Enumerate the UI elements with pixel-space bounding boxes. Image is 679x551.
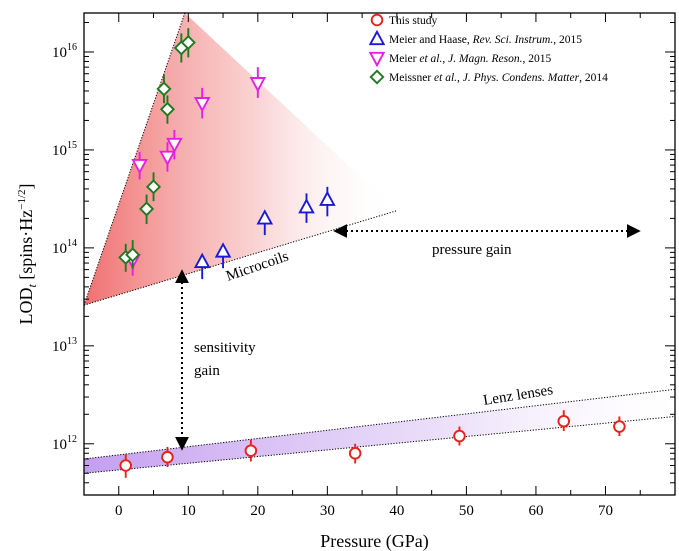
data-point	[159, 150, 176, 167]
data-point	[166, 137, 183, 154]
data-point	[249, 77, 267, 93]
data-point	[214, 242, 232, 258]
x-tick-label: 60	[528, 503, 543, 519]
data-point	[156, 81, 172, 97]
x-tick-label: 10	[181, 503, 196, 519]
marks-layer	[118, 28, 626, 478]
legend: This study Meier and Haase, Rev. Sci. Ins…	[368, 13, 608, 85]
x-axis-label: Pressure (GPa)	[320, 531, 428, 551]
data-point	[557, 414, 571, 428]
y-tick-label: 1013	[52, 336, 77, 355]
data-point	[139, 201, 155, 217]
lenz-lenses-region	[84, 389, 675, 474]
data-point	[131, 158, 148, 175]
series-3	[118, 28, 196, 272]
sensitivity-gain-label-line1: sensitivity	[194, 340, 256, 356]
series-1	[193, 186, 336, 280]
data-point	[159, 101, 175, 117]
x-tick-label: 40	[389, 503, 404, 519]
legend-entry-0: This study	[370, 13, 437, 27]
data-point	[453, 429, 466, 443]
data-point	[180, 34, 196, 51]
data-point	[256, 209, 274, 225]
data-point	[193, 252, 211, 269]
x-tick-label: 50	[459, 503, 474, 519]
plot-frame	[83, 12, 676, 496]
y-axis-label: LODt [spins·Hz−1/2]	[16, 183, 39, 324]
legend-marker	[368, 29, 386, 46]
legend-entry-3: Meissner et al., J. Phys. Condens. Matte…	[369, 69, 608, 85]
x-tick-label: 0	[115, 503, 123, 519]
x-tick-label: 30	[320, 503, 335, 519]
legend-entry-1: Meier and Haase, Rev. Sci. Instrum., 201…	[368, 29, 582, 46]
legend-label: Meier and Haase, Rev. Sci. Instrum., 201…	[389, 34, 582, 46]
data-point	[319, 190, 336, 206]
data-point	[119, 459, 132, 472]
y-tick-label: 1016	[52, 42, 77, 61]
data-point	[161, 450, 174, 464]
y-tick-label: 1012	[52, 434, 77, 453]
pressure-gain-label: pressure gain	[432, 242, 512, 258]
x-tick-label: 20	[250, 503, 265, 519]
data-point	[244, 444, 258, 457]
data-point	[613, 420, 626, 433]
legend-label: This study	[389, 15, 437, 27]
data-point	[298, 198, 315, 214]
data-point	[145, 179, 162, 195]
y-tick-label: 1014	[52, 238, 77, 257]
axes-layer: 0 10 20 30 40 50 60 70 1012 1013 1014 1015 1016 Press…	[16, 12, 676, 551]
x-tick-label: 70	[598, 503, 613, 519]
data-point	[348, 447, 362, 460]
legend-marker	[368, 51, 386, 68]
data-point	[193, 97, 211, 113]
legend-label: Meissner et al., J. Phys. Condens. Matte…	[389, 72, 608, 84]
series-0	[119, 410, 626, 478]
y-tick-label: 1015	[52, 140, 77, 159]
legend-marker	[369, 69, 385, 85]
legend-entry-2: Meier et al., J. Magn. Reson., 2015	[368, 51, 552, 68]
lenz-lower-bound	[84, 415, 675, 474]
legend-label: Meier et al., J. Magn. Reson., 2015	[389, 53, 552, 65]
sensitivity-gain-label-line2: gain	[194, 363, 220, 379]
data-point	[125, 247, 141, 263]
legend-marker	[370, 13, 384, 27]
